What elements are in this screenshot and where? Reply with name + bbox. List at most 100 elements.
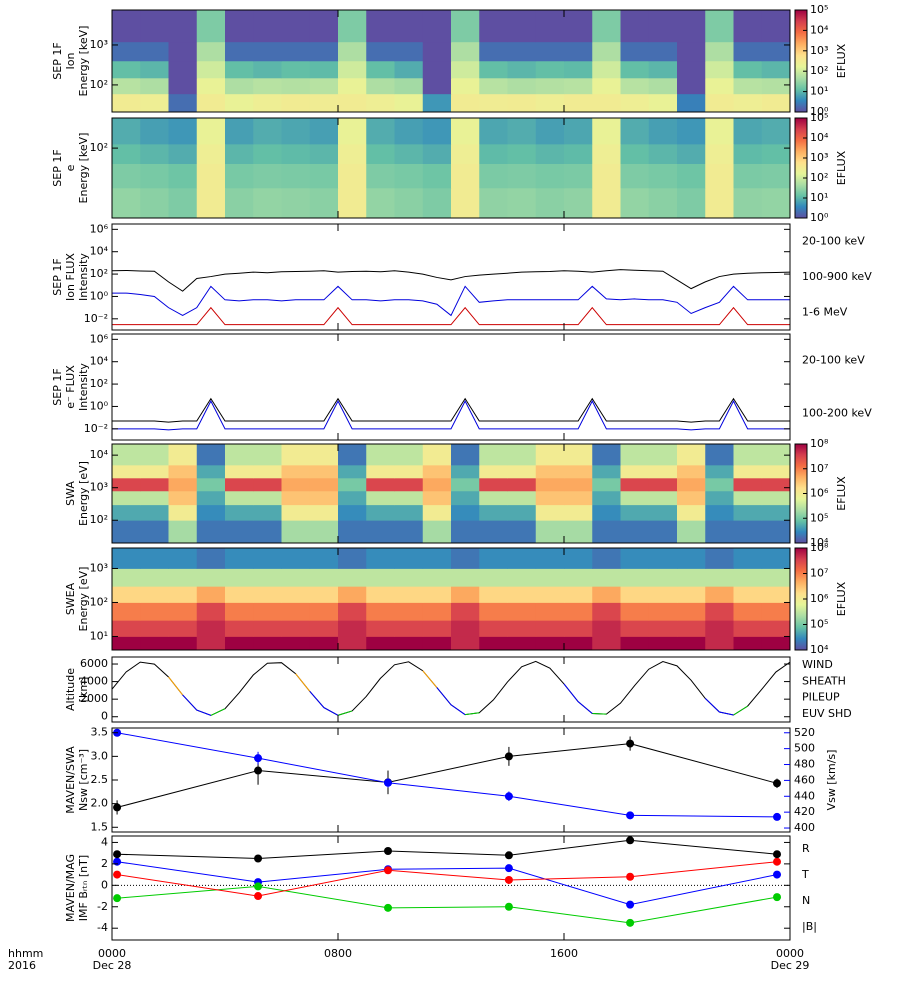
spectrogram-cell	[648, 60, 678, 79]
series-line	[112, 285, 790, 317]
x-tick-label: 0000	[776, 947, 804, 960]
spectrogram-cell	[366, 490, 395, 506]
spectrogram-cell	[225, 490, 254, 506]
spectrogram-cell	[366, 504, 395, 521]
spectrogram-cell	[761, 187, 791, 219]
colorbar-tick-label: 10⁰	[810, 105, 829, 118]
spectrogram-cell	[112, 77, 141, 95]
spectrogram-cell	[112, 636, 141, 651]
spectrogram-cell	[140, 41, 169, 62]
spectrogram-cell	[394, 620, 424, 637]
spectrogram-cell	[281, 602, 311, 621]
spectrogram-cell	[564, 520, 593, 544]
spectrogram-cell	[564, 548, 593, 569]
spectrogram-cell	[253, 60, 282, 79]
spectrogram-cell	[620, 504, 650, 521]
spectrogram-cell	[761, 464, 791, 479]
spectrogram-cell	[168, 93, 198, 113]
spectrogram-cell	[394, 41, 424, 62]
spectrogram-cell	[422, 118, 452, 145]
spectrogram-cell	[677, 586, 706, 603]
spectrogram-cell	[366, 163, 395, 189]
spectrogram-cell	[366, 464, 395, 479]
spectrogram-cell	[620, 187, 650, 219]
y-tick-label: 0	[101, 878, 108, 891]
spectrogram-cell	[451, 620, 480, 637]
y-tick-label: 6000	[80, 657, 108, 670]
spectrogram-cell	[140, 77, 169, 95]
data-point	[384, 866, 393, 875]
spectrogram-cell	[451, 568, 480, 587]
spectrogram-cell	[366, 41, 395, 62]
spectrogram-cell	[196, 602, 226, 621]
y-tick-label: 2.0	[91, 797, 109, 810]
spectrogram-cell	[309, 586, 339, 603]
spectrogram-cell	[225, 10, 254, 43]
spectrogram-cell	[620, 93, 650, 113]
panel-frame	[111, 443, 791, 544]
spectrogram-cell	[140, 568, 169, 587]
y-tick-label: 10³	[90, 561, 108, 574]
spectrogram-cell	[253, 444, 282, 466]
spectrogram-cell	[225, 143, 254, 164]
spectrogram-cell	[648, 10, 678, 43]
y-tick-label: 10²	[90, 267, 108, 280]
spectrogram-cell	[168, 10, 198, 43]
y-tick-label: 1.5	[91, 820, 109, 833]
spectrogram-cell	[592, 490, 621, 506]
spectrogram-cell	[677, 60, 706, 79]
series-line	[210, 705, 748, 716]
legend-entry: 100-200 keV	[802, 407, 872, 420]
spectrogram-cell	[761, 60, 791, 79]
spectrogram-cell	[225, 548, 254, 569]
spectrogram-cell	[394, 568, 424, 587]
y-axis-label: Ion FLUX	[64, 253, 77, 301]
colorbar-tick-label: 10⁴	[810, 23, 829, 36]
spectrogram-cell	[761, 118, 791, 145]
spectrogram-cell	[507, 602, 537, 621]
spectrogram-cell	[761, 163, 791, 189]
spectrogram-cell	[507, 477, 537, 492]
spectrogram-cell	[451, 490, 480, 506]
spectrogram-cell	[281, 490, 311, 506]
spectrogram-cell	[620, 41, 650, 62]
spectrogram-cell	[620, 586, 650, 603]
spectrogram-cell	[309, 520, 339, 544]
legend-entry: T	[801, 868, 809, 881]
data-point	[384, 847, 393, 856]
spectrogram-cell	[394, 490, 424, 506]
spectrogram-cell	[705, 620, 734, 637]
spectrogram-cell	[253, 464, 282, 479]
spectrogram-cell	[112, 464, 141, 479]
data-point	[626, 918, 635, 927]
spectrogram-cell	[338, 444, 367, 466]
spectrogram-cell	[733, 10, 763, 43]
spectrogram-cell	[761, 520, 791, 544]
data-point	[773, 812, 782, 821]
spectrogram-cell	[592, 163, 621, 189]
y-tick-label: 10²	[90, 377, 108, 390]
spectrogram-cell	[112, 620, 141, 637]
y-tick-label: 10²	[90, 78, 108, 91]
series-line	[116, 732, 778, 818]
spectrogram-cell	[366, 477, 395, 492]
y-axis-label: Intensity	[77, 253, 90, 301]
spectrogram-cell	[648, 620, 678, 637]
spectrogram-cell	[677, 118, 706, 145]
spectrogram-cell	[253, 602, 282, 621]
spectrogram-cell	[140, 520, 169, 544]
y-axis-label: SEP 1F	[51, 149, 64, 186]
spectrogram-cell	[564, 187, 593, 219]
spectrogram-cell	[309, 602, 339, 621]
spectrogram-cell	[168, 568, 198, 587]
spectrogram-cell	[592, 568, 621, 587]
spectrogram-cell	[479, 444, 508, 466]
spectrogram-cell	[394, 586, 424, 603]
y-tick-label: -2	[97, 900, 108, 913]
panel-frame	[111, 835, 791, 941]
spectrogram-cell	[140, 620, 169, 637]
spectrogram-cell	[366, 444, 395, 466]
colorbar-tick-label: 10⁴	[810, 536, 829, 549]
colorbar-tick-label: 10⁴	[810, 643, 829, 656]
